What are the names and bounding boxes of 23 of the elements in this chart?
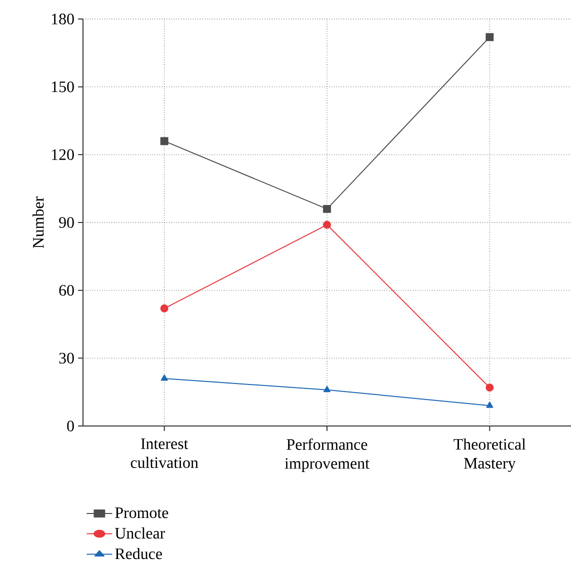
y-tick-label: 60 xyxy=(59,284,74,296)
legend-label: Promote xyxy=(115,508,168,518)
y-tick-label: 120 xyxy=(52,149,74,160)
x-tick-label: Performance improvement xyxy=(284,438,370,472)
legend-label: Unclear xyxy=(115,527,166,539)
point xyxy=(160,374,168,381)
point xyxy=(160,304,168,312)
y-axis-title: Number xyxy=(32,196,44,248)
point xyxy=(486,384,494,392)
point xyxy=(323,204,331,213)
point xyxy=(486,33,494,42)
x-tick-label: Interest cultivation xyxy=(130,438,198,468)
y-tick-label: 30 xyxy=(59,352,74,364)
x-tick-label: Theoretical Mastery xyxy=(454,438,526,472)
point xyxy=(323,220,331,229)
point xyxy=(323,386,331,392)
point xyxy=(160,137,168,146)
y-tick-label: 90 xyxy=(59,217,74,228)
y-tick-label: 0 xyxy=(67,420,74,432)
legend-label: Reduce xyxy=(115,548,162,560)
y-tick-label: 150 xyxy=(52,81,74,92)
y-tick-label: 180 xyxy=(52,14,74,24)
point xyxy=(486,402,494,408)
